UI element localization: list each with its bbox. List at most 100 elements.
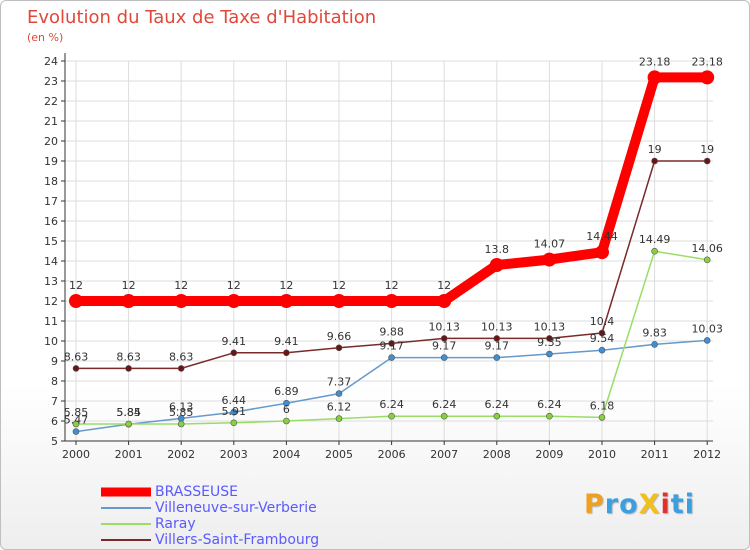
data-point — [440, 412, 448, 420]
data-label: 5.85 — [169, 406, 194, 419]
data-label: 12 — [174, 279, 188, 292]
data-label: 14.07 — [534, 238, 566, 251]
data-label: 12 — [227, 279, 241, 292]
data-point — [230, 349, 238, 357]
x-tick-label: 2007 — [430, 448, 458, 461]
y-tick-label: 13 — [44, 275, 58, 288]
x-tick-label: 2004 — [272, 448, 300, 461]
y-tick-label: 8 — [51, 375, 58, 388]
data-point — [125, 420, 132, 428]
data-label: 5.84 — [116, 406, 141, 419]
data-label: 12 — [279, 279, 293, 292]
data-point — [546, 412, 553, 420]
data-point — [72, 420, 80, 428]
data-point — [335, 390, 343, 397]
data-label: 12 — [69, 279, 83, 292]
logo-letter: r — [604, 489, 620, 520]
data-point — [72, 365, 80, 372]
data-label: 9.17 — [432, 340, 457, 353]
data-point — [542, 252, 557, 267]
logo-letter: t — [670, 489, 685, 520]
data-label: 19 — [700, 143, 714, 156]
y-tick-label: 5 — [51, 435, 58, 448]
chart-title: Evolution du Taux de Taxe d'Habitation — [27, 7, 377, 28]
x-tick-label: 2008 — [483, 448, 511, 461]
data-point — [177, 365, 185, 372]
y-tick-label: 16 — [44, 215, 58, 228]
proxiti-logo: ProXiti — [584, 489, 695, 520]
data-point — [283, 399, 290, 407]
data-label: 6.13 — [169, 400, 194, 413]
legend-label: BRASSEUSE — [155, 484, 238, 500]
x-tick-label: 2011 — [641, 448, 669, 461]
data-point — [177, 420, 185, 428]
data-label: 9.41 — [274, 335, 299, 348]
y-tick-label: 7 — [51, 395, 58, 408]
logo-letter: o — [619, 489, 639, 520]
data-label: 9.35 — [537, 336, 562, 349]
data-label: 6.44 — [222, 394, 247, 407]
data-point — [493, 412, 501, 420]
data-label: 8.63 — [116, 350, 141, 363]
data-point — [700, 70, 715, 85]
data-label: 9.17 — [379, 340, 404, 353]
data-point — [335, 415, 343, 422]
x-tick-label: 2006 — [378, 448, 406, 461]
y-tick-label: 11 — [44, 315, 58, 328]
x-tick-label: 2010 — [588, 448, 616, 461]
data-point — [493, 354, 501, 361]
data-label: 12 — [385, 279, 399, 292]
data-label: 6.24 — [379, 398, 404, 411]
line-chart-plot: 5 6 7 8 9 10 11 12 13 14 15 16 17 18 19 20 21 22 23 24 2000 2… — [44, 53, 723, 461]
legend-swatch — [101, 539, 151, 541]
y-tick-label: 14 — [44, 255, 58, 268]
x-tick-label: 2005 — [325, 448, 353, 461]
logo-letter: X — [638, 489, 661, 520]
data-label: 6.12 — [327, 401, 352, 414]
y-axis-unit: (en %) — [27, 31, 64, 44]
data-label: 7.37 — [327, 376, 352, 389]
data-point — [388, 412, 395, 420]
data-label: 6.24 — [432, 398, 457, 411]
data-point — [230, 419, 238, 427]
data-label: 10.13 — [534, 320, 566, 333]
data-point — [69, 294, 83, 308]
data-point — [651, 157, 658, 165]
data-point — [226, 294, 241, 308]
data-label: 10.4 — [590, 315, 615, 328]
data-point — [598, 346, 606, 354]
legend-label: Villers-Saint-Frambourg — [155, 532, 320, 548]
data-label: 5.47 — [64, 414, 89, 427]
data-point — [651, 247, 658, 255]
data-label: 9.54 — [590, 332, 615, 345]
data-point — [703, 157, 711, 165]
data-point — [598, 414, 606, 421]
data-label: 13.8 — [485, 243, 510, 256]
data-label: 12 — [122, 279, 136, 292]
data-label: 10.13 — [481, 320, 513, 333]
legend-swatch — [101, 507, 151, 509]
data-point — [440, 354, 448, 361]
data-label: 14.06 — [691, 242, 723, 255]
y-tick-label: 21 — [44, 115, 58, 128]
y-tick-label: 22 — [44, 95, 58, 108]
data-point — [647, 70, 662, 85]
legend-item: BRASSEUSE — [101, 484, 319, 500]
data-point — [440, 335, 448, 342]
data-label: 6 — [283, 403, 290, 416]
data-point — [437, 294, 452, 308]
data-label: 8.63 — [169, 350, 194, 363]
chart-legend: BRASSEUSE Villeneuve-sur-Verberie Raray Vil… — [101, 484, 319, 548]
data-point — [546, 335, 553, 342]
data-point — [332, 294, 346, 308]
logo-letter: i — [684, 489, 695, 520]
y-tick-label: 19 — [44, 155, 58, 168]
data-point — [72, 428, 80, 435]
data-point — [388, 354, 395, 361]
data-label: 5.91 — [222, 405, 247, 418]
data-point — [546, 350, 553, 358]
data-point — [230, 408, 238, 416]
data-label: 9.17 — [485, 340, 510, 353]
data-label: 12 — [332, 279, 346, 292]
data-label: 9.41 — [222, 335, 247, 348]
